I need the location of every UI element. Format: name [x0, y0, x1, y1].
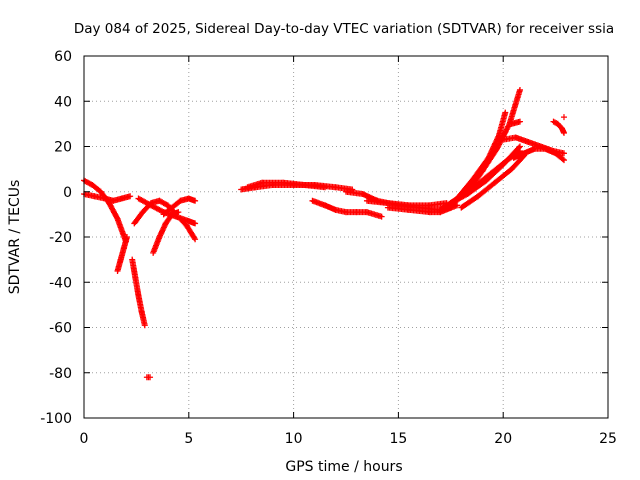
data-point: [470, 170, 494, 191]
chart-title: Day 084 of 2025, Sidereal Day-to-day VTE…: [74, 21, 614, 37]
data-point: [493, 120, 513, 152]
data-point: [487, 157, 511, 177]
data-point: [185, 218, 199, 227]
series-arc-5: [143, 374, 154, 381]
data-point: [558, 125, 567, 136]
series-arc-25: [550, 118, 567, 136]
data-point: [454, 184, 477, 202]
data-point: [552, 150, 567, 164]
data-point: [426, 200, 450, 209]
data-point: [458, 193, 482, 211]
data-point: [508, 118, 523, 127]
series-arc-4: [129, 256, 148, 329]
series-arc-13: [309, 197, 385, 220]
y-tick-label: -40: [49, 275, 72, 291]
y-tick-label: -100: [40, 411, 72, 427]
y-tick-label: -80: [49, 366, 72, 382]
series-arc-23: [510, 145, 567, 164]
x-tick-label: 25: [599, 431, 617, 447]
data-point: [135, 195, 155, 209]
axis-ticks: 0 5 10 15 20 25 -100 -80 -60 -40 -20 0 20 40 60: [40, 49, 617, 447]
data-point: [187, 229, 199, 243]
data-point: [106, 200, 121, 222]
series-arc-12: [244, 179, 329, 191]
series-arc-15: [363, 197, 450, 209]
data-point: [120, 234, 130, 252]
series-arc-2: [114, 234, 130, 274]
series-arc-24: [508, 118, 523, 127]
x-tick-label: 5: [184, 431, 193, 447]
data-point: [118, 193, 134, 202]
data-point: [363, 209, 385, 220]
data-point: [148, 202, 167, 216]
y-axis-label: SDTVAR / TECUs: [7, 180, 23, 295]
x-axis-label: GPS time / hours: [285, 459, 402, 475]
data-point: [479, 145, 500, 175]
x-tick-label: 20: [494, 431, 512, 447]
data-point: [185, 195, 199, 204]
data-point: [475, 179, 498, 200]
series-arc-26: [560, 114, 567, 121]
x-tick-label: 15: [389, 431, 407, 447]
series-arc-9: [160, 195, 199, 218]
data-point: [491, 166, 515, 186]
y-tick-label: -60: [49, 321, 72, 337]
data-point: [332, 184, 356, 193]
x-tick-label: 0: [80, 431, 89, 447]
series-arc-20: [454, 148, 523, 202]
y-tick-label: 0: [63, 185, 72, 201]
data-points: [81, 86, 567, 381]
y-tick-label: 60: [54, 49, 72, 65]
y-tick-label: 40: [54, 94, 72, 110]
x-tick-label: 10: [285, 431, 303, 447]
data-point: [131, 209, 146, 227]
series-arc-10: [177, 215, 199, 243]
series-arc-16: [384, 202, 461, 216]
y-tick-label: 20: [54, 140, 72, 156]
data-point: [560, 114, 567, 121]
data-point: [138, 308, 148, 329]
data-point: [143, 374, 154, 381]
y-tick-label: -20: [49, 230, 72, 246]
data-point: [496, 109, 509, 139]
data-point: [301, 181, 329, 191]
